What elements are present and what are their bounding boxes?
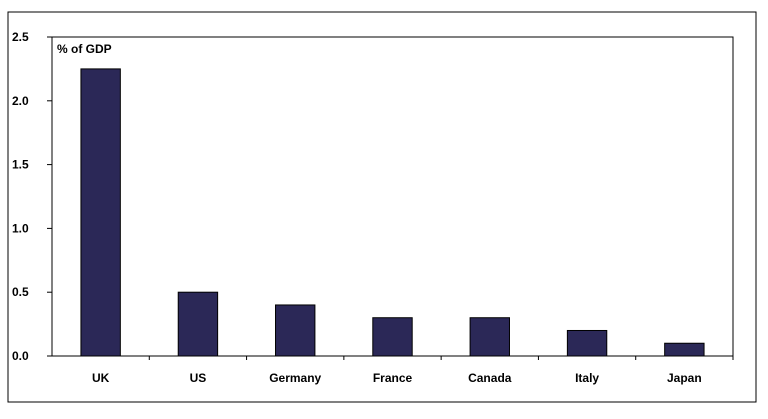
x-axis-labels: UK US Germany France Canada Italy Japan	[92, 356, 734, 385]
bar-uk	[80, 68, 121, 357]
y-axis-ticks: 0.0 0.5 1.0 1.5 2.0 2.5	[12, 30, 52, 363]
bar-series	[80, 68, 705, 357]
x-tick-label-germany: Germany	[269, 371, 321, 385]
bar-italy	[566, 329, 608, 357]
y-tick-label: 0.5	[12, 285, 29, 299]
bar-germany	[275, 304, 316, 357]
x-tick-label-france: France	[373, 371, 413, 385]
bar-canada	[469, 317, 510, 357]
x-tick-label-italy: Italy	[575, 371, 599, 385]
y-tick-label: 1.5	[12, 158, 29, 172]
x-tick-label-uk: UK	[92, 371, 110, 385]
y-axis-unit-label: % of GDP	[57, 42, 112, 56]
y-tick-label: 1.0	[12, 221, 29, 235]
y-tick-label: 2.0	[12, 94, 29, 108]
y-tick-label: 2.5	[12, 30, 29, 44]
bar-us	[177, 291, 219, 357]
x-tick-label-japan: Japan	[667, 371, 702, 385]
x-tick-label-us: US	[190, 371, 207, 385]
bar-france	[372, 317, 413, 357]
bar-japan	[664, 342, 705, 357]
x-tick-label-canada: Canada	[468, 371, 512, 385]
y-tick-label: 0.0	[12, 349, 29, 363]
